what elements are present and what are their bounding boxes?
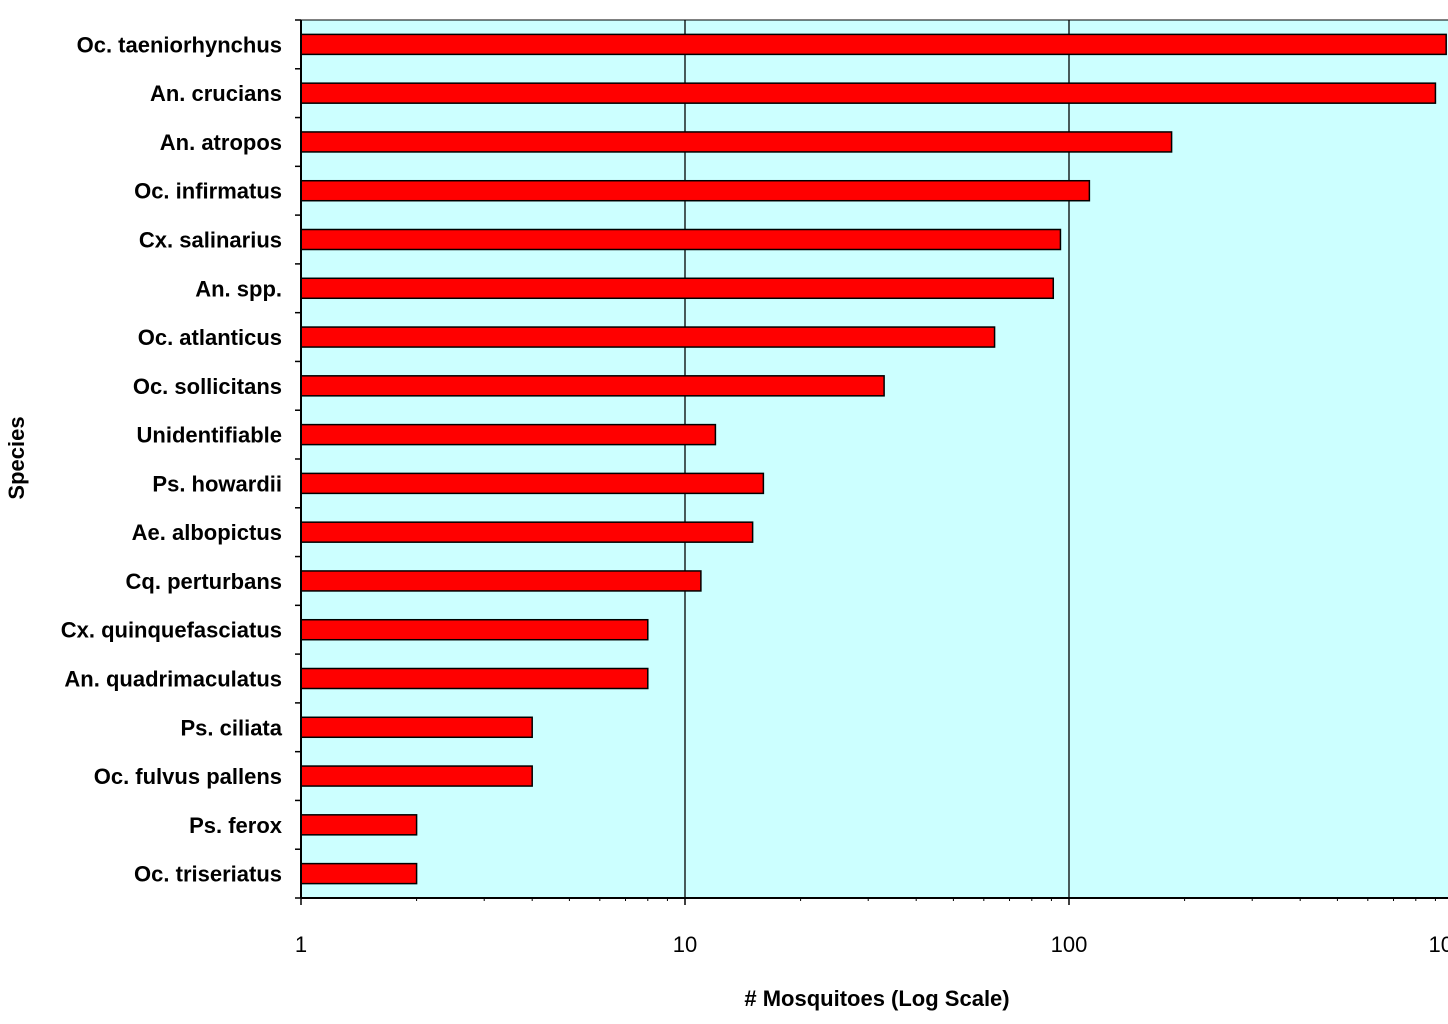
- category-label: Cx. quinquefasciatus: [61, 618, 282, 643]
- bar: [300, 570, 702, 592]
- bar: [300, 521, 754, 543]
- x-tick-label: 1: [295, 932, 307, 957]
- category-label: Cq. perturbans: [126, 569, 282, 594]
- category-label: Ps. ciliata: [180, 715, 282, 740]
- category-label: An. quadrimaculatus: [64, 667, 282, 692]
- x-axis-title: # Mosquitoes (Log Scale): [744, 986, 1009, 1011]
- category-label: Unidentifiable: [137, 423, 282, 448]
- bar: [300, 862, 418, 885]
- category-label: Oc. fulvus pallens: [94, 764, 282, 789]
- bar: [300, 228, 1062, 251]
- category-label: Oc. sollicitans: [133, 374, 282, 399]
- axes: [295, 19, 1448, 905]
- category-label: Cx. salinarius: [139, 228, 282, 253]
- x-tick-label: 1000: [1429, 932, 1448, 957]
- bar: [300, 326, 996, 348]
- x-tick-labels: 1 10 100 1000: [295, 932, 1448, 957]
- category-label: Oc. infirmatus: [134, 179, 282, 204]
- category-label: An. spp.: [195, 276, 282, 301]
- bar: [300, 33, 1447, 56]
- bar: [300, 814, 418, 836]
- bar: [300, 423, 717, 446]
- plot-area: [301, 20, 1448, 898]
- bar: [300, 179, 1091, 202]
- category-label: Ae. albopictus: [132, 520, 282, 545]
- category-label: Oc. taeniorhynchus: [77, 32, 282, 57]
- bar: [300, 667, 649, 690]
- category-label: Ps. howardii: [152, 471, 282, 496]
- bar: [300, 472, 765, 495]
- x-tick-label: 10: [673, 932, 697, 957]
- category-label: An. atropos: [160, 130, 282, 155]
- bar: [300, 131, 1173, 153]
- gridlines: [301, 19, 1448, 898]
- bar: [300, 277, 1055, 300]
- category-label: Oc. atlanticus: [138, 325, 282, 350]
- category-label: Oc. triseriatus: [134, 862, 282, 887]
- y-axis-title: Species: [4, 416, 29, 499]
- category-label: An. crucians: [150, 81, 282, 106]
- bar: [300, 375, 885, 397]
- bar: [300, 765, 533, 787]
- category-label: Ps. ferox: [189, 813, 283, 838]
- category-labels: Oc. taeniorhynchus An. crucians An. atropo…: [61, 32, 283, 886]
- x-tick-label: 100: [1051, 932, 1088, 957]
- bar: [300, 82, 1437, 104]
- bar: [300, 716, 533, 739]
- bar: [300, 618, 649, 641]
